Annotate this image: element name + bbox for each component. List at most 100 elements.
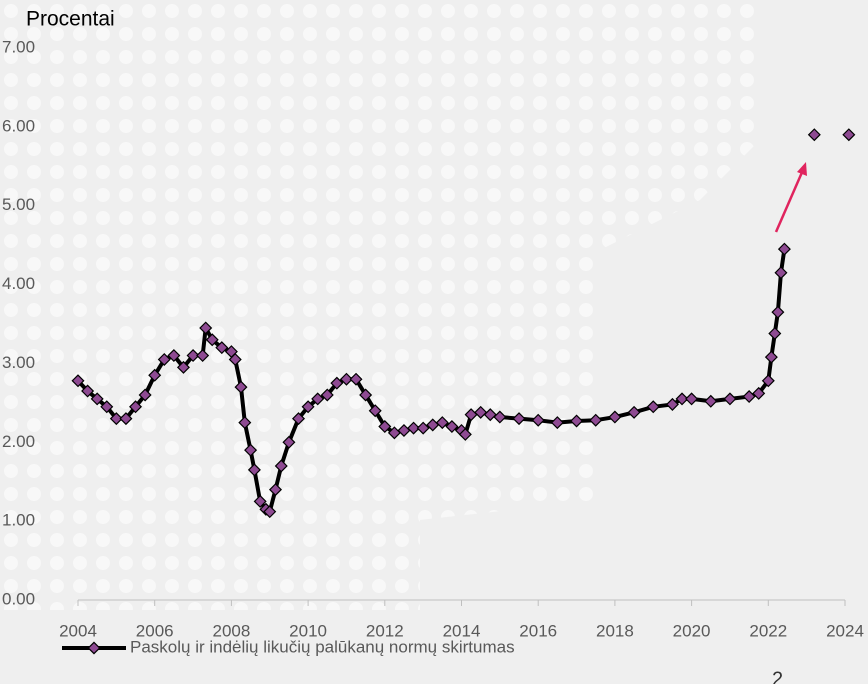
data-point bbox=[247, 463, 261, 477]
data-point bbox=[531, 413, 545, 427]
forecast-point bbox=[807, 128, 821, 142]
data-point bbox=[199, 321, 213, 335]
data-point bbox=[771, 305, 785, 319]
data-point bbox=[665, 397, 679, 411]
data-point bbox=[81, 384, 95, 398]
x-tick-label: 2024 bbox=[826, 621, 864, 640]
data-point bbox=[320, 388, 334, 402]
data-point bbox=[685, 392, 699, 406]
y-tick-label: 4.00 bbox=[2, 274, 35, 293]
y-tick-label: 7.00 bbox=[2, 37, 35, 56]
y-axis-label: Procentai bbox=[26, 8, 115, 31]
data-point bbox=[723, 392, 737, 406]
x-tick-label: 2006 bbox=[136, 621, 174, 640]
x-tick-label: 2014 bbox=[443, 621, 481, 640]
data-point bbox=[464, 408, 478, 422]
data-point bbox=[274, 459, 288, 473]
x-tick-label: 2016 bbox=[519, 621, 557, 640]
data-point bbox=[761, 374, 775, 388]
data-point bbox=[512, 412, 526, 426]
data-point bbox=[90, 392, 104, 406]
legend-label: Paskolų ir indėlių likučių palūkanų norm… bbox=[130, 637, 515, 656]
data-point bbox=[627, 405, 641, 419]
data-point bbox=[186, 349, 200, 363]
y-tick-label: 5.00 bbox=[2, 195, 35, 214]
data-point bbox=[167, 349, 181, 363]
x-tick-label: 2020 bbox=[673, 621, 711, 640]
data-point bbox=[646, 400, 660, 414]
data-point bbox=[100, 400, 114, 414]
y-tick-label: 1.00 bbox=[2, 511, 35, 530]
data-point bbox=[205, 333, 219, 347]
forecast-point bbox=[842, 128, 856, 142]
data-point bbox=[349, 372, 363, 386]
data-point bbox=[474, 405, 488, 419]
data-point bbox=[752, 386, 766, 400]
data-point bbox=[301, 400, 315, 414]
data-point bbox=[764, 350, 778, 364]
annotation-arrow bbox=[774, 169, 805, 233]
data-point bbox=[608, 410, 622, 424]
data-point bbox=[458, 427, 472, 441]
data-point bbox=[234, 380, 248, 394]
x-tick-label: 2022 bbox=[749, 621, 787, 640]
data-point bbox=[311, 392, 325, 406]
data-point bbox=[387, 426, 401, 440]
data-point bbox=[589, 413, 603, 427]
x-tick-label: 2012 bbox=[366, 621, 404, 640]
data-point bbox=[71, 374, 85, 388]
y-tick-label: 6.00 bbox=[2, 116, 35, 135]
page-number: 2 bbox=[772, 668, 783, 684]
data-point bbox=[215, 341, 229, 355]
data-point bbox=[483, 408, 497, 422]
x-tick-label: 2004 bbox=[59, 621, 97, 640]
y-tick-label: 0.00 bbox=[2, 589, 35, 608]
data-point bbox=[675, 392, 689, 406]
data-point bbox=[244, 443, 258, 457]
data-point bbox=[263, 505, 277, 519]
data-point bbox=[129, 400, 143, 414]
x-tick-label: 2008 bbox=[212, 621, 250, 640]
data-point bbox=[196, 349, 210, 363]
x-tick-label: 2018 bbox=[596, 621, 634, 640]
data-point bbox=[435, 416, 449, 430]
data-point bbox=[445, 420, 459, 434]
data-point bbox=[416, 421, 430, 435]
data-point bbox=[339, 372, 353, 386]
data-point bbox=[268, 483, 283, 497]
data-point bbox=[493, 410, 507, 424]
data-point bbox=[238, 416, 252, 430]
background-map bbox=[0, 0, 760, 610]
data-point bbox=[368, 404, 382, 418]
data-point bbox=[148, 368, 162, 382]
y-tick-label: 3.00 bbox=[2, 353, 35, 372]
data-point bbox=[292, 412, 306, 426]
data-point bbox=[330, 376, 344, 390]
data-point bbox=[359, 388, 373, 402]
data-point bbox=[774, 266, 788, 280]
data-point bbox=[742, 390, 756, 404]
data-point bbox=[704, 394, 718, 408]
data-point bbox=[570, 414, 584, 428]
legend-marker bbox=[87, 641, 101, 655]
data-point bbox=[119, 412, 133, 426]
data-point bbox=[157, 352, 171, 366]
data-point bbox=[138, 388, 152, 402]
y-tick-label: 2.00 bbox=[2, 432, 35, 451]
data-point bbox=[550, 416, 564, 430]
data-point bbox=[228, 352, 242, 366]
data-point bbox=[378, 420, 392, 434]
x-tick-label: 2010 bbox=[289, 621, 327, 640]
data-point bbox=[397, 423, 411, 437]
data-point bbox=[768, 326, 782, 340]
data-point bbox=[777, 242, 791, 256]
data-point bbox=[426, 418, 440, 432]
data-point bbox=[109, 412, 123, 426]
data-point bbox=[407, 421, 421, 435]
data-point bbox=[253, 494, 267, 508]
data-point bbox=[282, 435, 296, 449]
data-point bbox=[176, 360, 190, 374]
annotation-arrowhead bbox=[797, 162, 807, 176]
